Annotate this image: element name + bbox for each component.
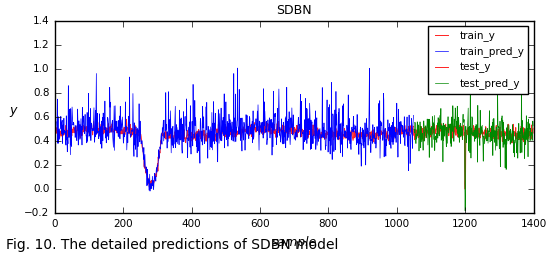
Legend: train_y, train_pred_y, test_y, test_pred_y: train_y, train_pred_y, test_y, test_pred…	[428, 26, 529, 94]
test_pred_y	[525, 135, 532, 138]
Line: train_y: train_y	[55, 119, 414, 187]
test_y	[410, 134, 417, 137]
test_y	[443, 129, 449, 132]
train_y	[295, 128, 302, 131]
Line: test_pred_y: test_pred_y	[414, 74, 533, 211]
train_y	[116, 133, 123, 136]
test_pred_y	[475, 104, 481, 107]
train_y	[278, 128, 284, 131]
test_y	[525, 137, 532, 140]
Title: SDBN: SDBN	[277, 4, 312, 17]
Line: test_y: test_y	[414, 119, 533, 189]
train_pred_y	[410, 114, 417, 117]
Line: train_pred_y: train_pred_y	[55, 68, 414, 191]
test_pred_y	[410, 128, 417, 131]
test_pred_y	[529, 139, 536, 142]
train_pred_y	[147, 190, 153, 193]
train_y	[96, 127, 102, 130]
test_y	[530, 126, 536, 129]
test_pred_y	[462, 209, 469, 212]
train_y	[52, 129, 58, 133]
test_y	[436, 118, 443, 121]
train_pred_y	[234, 67, 241, 70]
test_pred_y	[518, 73, 525, 76]
test_pred_y	[481, 142, 488, 145]
test_pred_y	[442, 133, 449, 136]
train_pred_y	[367, 139, 373, 142]
train_y	[345, 134, 352, 137]
test_pred_y	[466, 129, 472, 133]
test_y	[475, 129, 481, 132]
train_y	[410, 125, 417, 128]
test_pred_y	[530, 125, 536, 128]
test_y	[466, 132, 473, 135]
train_pred_y	[52, 128, 58, 131]
train_pred_y	[345, 138, 352, 141]
train_pred_y	[116, 114, 123, 118]
train_pred_y	[278, 128, 284, 131]
train_y	[146, 185, 153, 188]
train_pred_y	[295, 131, 302, 134]
test_y	[529, 128, 536, 131]
Text: Fig. 10. The detailed predictions of SDBN model: Fig. 10. The detailed predictions of SDB…	[6, 238, 338, 252]
train_y	[123, 118, 130, 121]
train_pred_y	[96, 137, 102, 140]
X-axis label: sample: sample	[272, 236, 317, 249]
test_y	[462, 188, 469, 191]
Y-axis label: y: y	[9, 104, 16, 117]
train_y	[367, 134, 373, 137]
test_y	[482, 133, 488, 136]
